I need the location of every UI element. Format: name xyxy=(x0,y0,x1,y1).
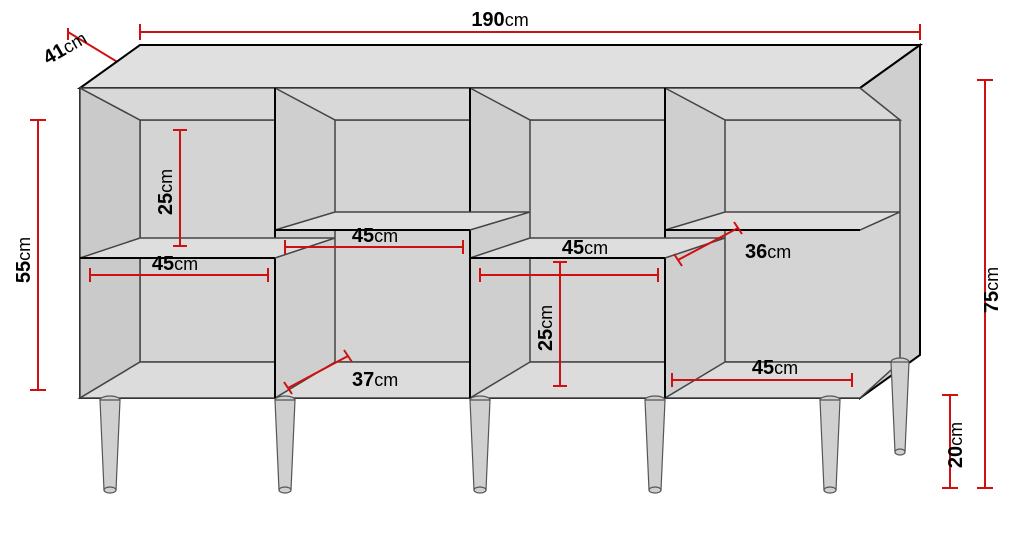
label-shelf-w3: 45cm xyxy=(562,237,608,259)
dimension-width xyxy=(140,24,920,40)
label-shelf-h-top: 25cm xyxy=(155,169,177,215)
cabinet-top xyxy=(80,45,920,88)
label-leg-height: 20cm xyxy=(945,422,967,468)
furniture-diagram: 41cm 190cm 55cm 75cm 20cm xyxy=(0,0,1020,556)
label-body-height: 55cm xyxy=(13,237,35,283)
label-shelf-depth: 37cm xyxy=(352,369,398,391)
label-shelf-w2: 45cm xyxy=(352,225,398,247)
label-shelf-w1: 45cm xyxy=(152,253,198,275)
label-shelf-w4: 45cm xyxy=(752,357,798,379)
label-shelf-h-bottom: 25cm xyxy=(535,305,557,351)
label-depth: 41cm xyxy=(40,27,91,69)
label-inner-depth: 36cm xyxy=(745,241,791,263)
label-width: 190cm xyxy=(471,9,528,31)
label-overall-height: 75cm xyxy=(981,267,1003,313)
